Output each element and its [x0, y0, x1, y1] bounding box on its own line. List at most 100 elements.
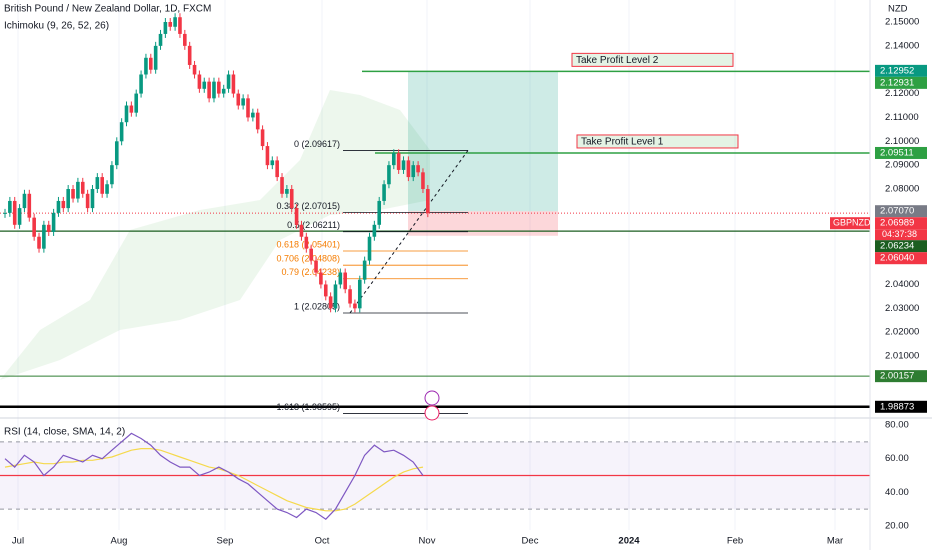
event-icon[interactable] [424, 405, 440, 421]
candle [231, 74, 236, 94]
price-tick-label: 2.11000 [885, 112, 919, 123]
candle [241, 98, 245, 106]
price-tick-label: 2.09000 [885, 160, 919, 171]
symbol-tag-label: GBPNZD [833, 218, 871, 228]
candle [192, 64, 197, 75]
price-tick-label: 2.12000 [885, 88, 919, 99]
candle [392, 153, 396, 166]
fib-label: 0.618 (2.05401) [276, 239, 340, 249]
candle [168, 21, 173, 27]
candle [80, 181, 85, 194]
fib-label: 0.382 (2.07015) [276, 201, 340, 211]
time-label: 2024 [618, 536, 640, 547]
candle [294, 208, 299, 225]
candle [411, 165, 416, 178]
candle [333, 284, 338, 309]
price-tag [875, 217, 927, 230]
candle [260, 129, 265, 147]
price-tag [875, 400, 927, 413]
time-label: Nov [419, 536, 436, 547]
candle [129, 105, 134, 113]
candle [12, 200, 17, 225]
candle [426, 189, 430, 214]
candle [124, 105, 129, 123]
candle [285, 189, 289, 194]
candle [357, 279, 362, 309]
time-label: Mar [827, 536, 843, 547]
candle [265, 146, 270, 166]
price-tag [875, 64, 927, 77]
price-tag-label: 2.09511 [880, 147, 914, 158]
candle [202, 81, 207, 89]
candle [299, 224, 304, 237]
candle [382, 184, 386, 201]
candle [323, 284, 328, 297]
annotation-label: Take Profit Level 2 [576, 55, 659, 66]
candle [338, 272, 343, 285]
symbol-tag [830, 217, 870, 230]
candle [100, 177, 104, 194]
candle [139, 74, 143, 94]
profit-zone [408, 71, 558, 212]
candle [251, 112, 255, 118]
fib-label: 1.618 (1.98595) [276, 402, 340, 412]
fib-label: 0.5 (2.06211) [287, 220, 340, 230]
candle [158, 33, 163, 46]
candle [343, 272, 347, 290]
candle [42, 224, 46, 249]
candle [207, 81, 211, 99]
price-tick-label: 2.14000 [885, 40, 919, 51]
candle [183, 33, 187, 46]
price-tick-label: 2.10000 [885, 136, 919, 147]
annotation-label: Take Profit Level 1 [581, 137, 664, 148]
indicator-label: Ichimoku (9, 26, 52, 26) [4, 21, 109, 32]
candle [270, 160, 275, 166]
candle [421, 172, 425, 190]
candle [46, 224, 51, 232]
candle [328, 296, 333, 309]
candle [255, 112, 260, 130]
rsi-sma-line [4, 448, 424, 512]
rsi-line [4, 432, 424, 520]
time-label: Aug [111, 536, 128, 547]
time-label: Feb [727, 536, 743, 547]
candle [406, 160, 411, 178]
candle [304, 236, 309, 249]
candle [314, 260, 318, 273]
candle [280, 177, 284, 194]
candle [396, 153, 401, 170]
candle [51, 212, 56, 232]
candle [119, 122, 124, 142]
candle [197, 74, 202, 89]
ichimoku-cloud [0, 90, 430, 380]
symbol-title: British Pound / New Zealand Dollar, 1D, … [4, 4, 211, 15]
candle [387, 165, 391, 185]
candle [76, 181, 80, 199]
price-tag [875, 240, 927, 253]
countdown-tag [875, 229, 927, 241]
candle [149, 57, 153, 70]
price-tick-label: 2.01000 [885, 351, 919, 362]
time-label: Jul [12, 536, 24, 547]
candle [61, 200, 66, 209]
candle [114, 141, 119, 166]
time-label: Sep [217, 536, 234, 547]
fib-label: 0.706 (2.04808) [276, 254, 340, 264]
annotation-box [571, 52, 734, 67]
rsi-tick-label: 60.00 [885, 453, 909, 464]
candle [17, 208, 22, 225]
candle [362, 260, 367, 280]
candle [22, 193, 27, 209]
candle [32, 217, 36, 237]
candle [309, 248, 313, 261]
candle [367, 236, 372, 261]
candle [56, 200, 61, 213]
candle [401, 160, 406, 170]
event-icon[interactable] [424, 390, 440, 406]
candle [163, 21, 168, 34]
countdown-label: 04:37:38 [882, 229, 917, 239]
candle [95, 177, 100, 190]
price-tag-label: 2.12931 [880, 77, 914, 88]
candle [221, 88, 226, 94]
price-tag-label: 2.06234 [880, 241, 914, 252]
